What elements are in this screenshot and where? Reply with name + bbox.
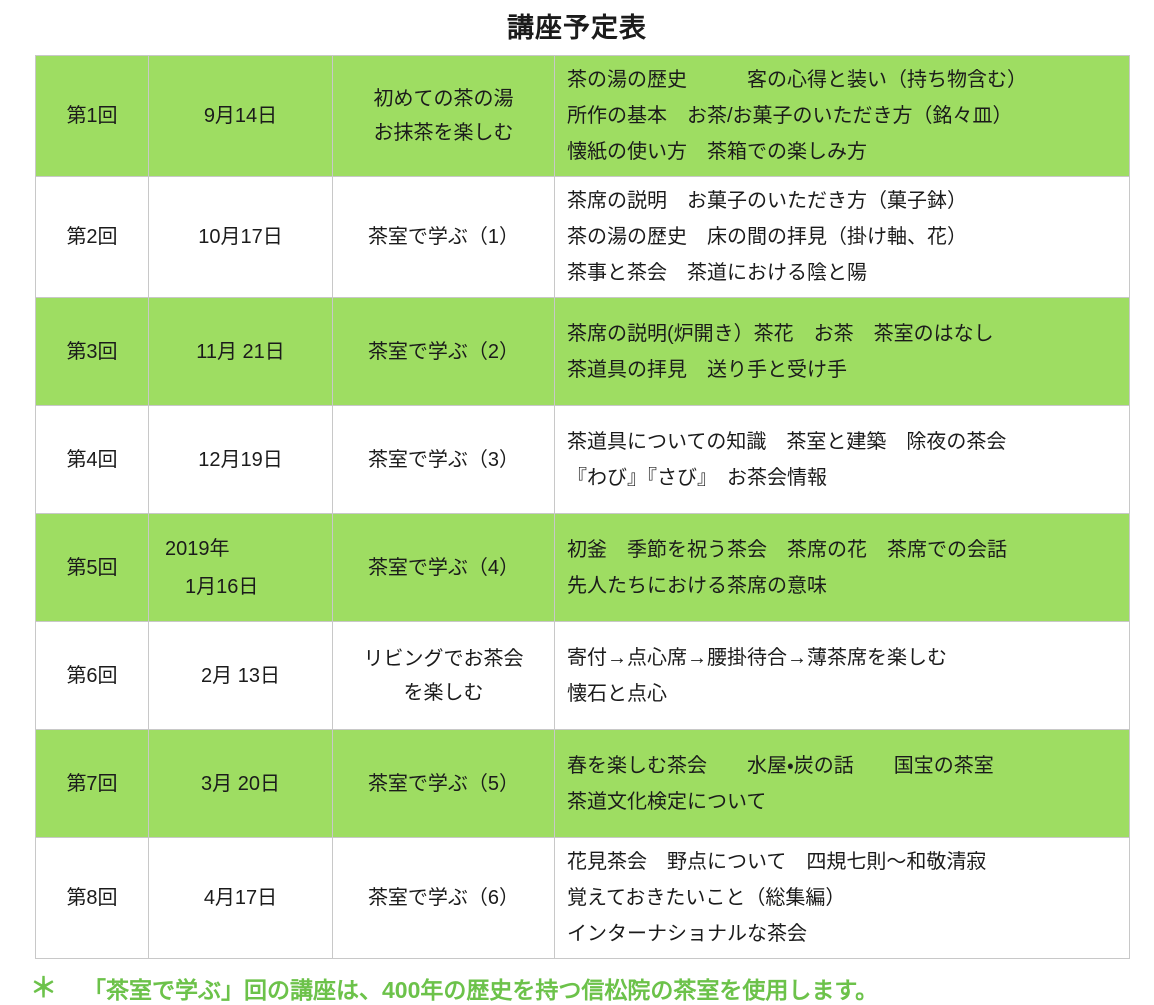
topics-cell: 春を楽しむ茶会 水屋・炭の話 国宝の茶室 茶道文化検定について — [554, 729, 1130, 838]
topics-cell: 寄付→点心席→腰掛待合→薄茶席を楽しむ 懐石と点心 — [554, 621, 1130, 730]
theme-cell: 茶室で学ぶ（4） — [332, 513, 555, 622]
table-row: 第6回 2月 13日 リビングでお茶会 を楽しむ 寄付→点心席→腰掛待合→薄茶席… — [35, 621, 1130, 730]
table-row: 第3回 11月 21日 茶室で学ぶ（2） 茶席の説明(炉開き）茶花 お茶 茶室の… — [35, 297, 1130, 406]
theme-cell: 茶室で学ぶ（5） — [332, 729, 555, 838]
theme-cell: リビングでお茶会 を楽しむ — [332, 621, 555, 730]
page-title: 講座予定表 — [507, 13, 647, 43]
schedule-table: 第1回 9月14日 初めての茶の湯 お抹茶を楽しむ 茶の湯の歴史 客の心得と装い… — [35, 55, 1130, 959]
date-cell: 2019年 1月16日 — [148, 513, 333, 622]
theme-cell: 茶室で学ぶ（3） — [332, 405, 555, 514]
date-cell: 3月 20日 — [148, 729, 333, 838]
topics-cell: 茶席の説明(炉開き）茶花 お茶 茶室のはなし 茶道具の拝見 送り手と受け手 — [554, 297, 1130, 406]
table-row: 第8回 4月17日 茶室で学ぶ（6） 花見茶会 野点について 四規七則〜和敬清寂… — [35, 837, 1130, 959]
topics-cell: 茶の湯の歴史 客の心得と装い（持ち物含む） 所作の基本 お茶/お菓子のいただき方… — [554, 55, 1130, 177]
session-cell: 第4回 — [35, 405, 149, 514]
date-cell: 12月19日 — [148, 405, 333, 514]
session-cell: 第6回 — [35, 621, 149, 730]
session-cell: 第2回 — [35, 176, 149, 298]
topics-cell: 初釜 季節を祝う茶会 茶席の花 茶席での会話 先人たちにおける茶席の意味 — [554, 513, 1130, 622]
date-cell: 10月17日 — [148, 176, 333, 298]
topics-cell: 花見茶会 野点について 四規七則〜和敬清寂 覚えておきたいこと（総集編） インタ… — [554, 837, 1130, 959]
table-row: 第7回 3月 20日 茶室で学ぶ（5） 春を楽しむ茶会 水屋・炭の話 国宝の茶室… — [35, 729, 1130, 838]
theme-cell: 茶室で学ぶ（1） — [332, 176, 555, 298]
theme-cell: 茶室で学ぶ（2） — [332, 297, 555, 406]
footnote: ＊ 「茶室で学ぶ」回の講座は、400年の歴史を持つ信松院の茶室を使用します。 — [30, 971, 1154, 1005]
theme-cell: 初めての茶の湯 お抹茶を楽しむ — [332, 55, 555, 177]
table-row: 第1回 9月14日 初めての茶の湯 お抹茶を楽しむ 茶の湯の歴史 客の心得と装い… — [35, 55, 1130, 177]
date-cell: 2月 13日 — [148, 621, 333, 730]
session-cell: 第3回 — [35, 297, 149, 406]
footnote-asterisk: ＊ — [30, 972, 57, 1003]
table-row: 第5回 2019年 1月16日 茶室で学ぶ（4） 初釜 季節を祝う茶会 茶席の花… — [35, 513, 1130, 622]
date-cell: 11月 21日 — [148, 297, 333, 406]
session-cell: 第7回 — [35, 729, 149, 838]
footnote-text: 「茶室で学ぶ」回の講座は、400年の歴史を持つ信松院の茶室を使用します。 — [83, 977, 879, 1003]
date-cell: 9月14日 — [148, 55, 333, 177]
theme-cell: 茶室で学ぶ（6） — [332, 837, 555, 959]
topics-cell: 茶道具についての知識 茶室と建築 除夜の茶会 『わび』『さび』 お茶会情報 — [554, 405, 1130, 514]
session-cell: 第1回 — [35, 55, 149, 177]
date-cell: 4月17日 — [148, 837, 333, 959]
session-cell: 第5回 — [35, 513, 149, 622]
table-row: 第4回 12月19日 茶室で学ぶ（3） 茶道具についての知識 茶室と建築 除夜の… — [35, 405, 1130, 514]
topics-cell: 茶席の説明 お菓子のいただき方（菓子鉢） 茶の湯の歴史 床の間の拝見（掛け軸、花… — [554, 176, 1130, 298]
table-row: 第2回 10月17日 茶室で学ぶ（1） 茶席の説明 お菓子のいただき方（菓子鉢）… — [35, 176, 1130, 298]
session-cell: 第8回 — [35, 837, 149, 959]
